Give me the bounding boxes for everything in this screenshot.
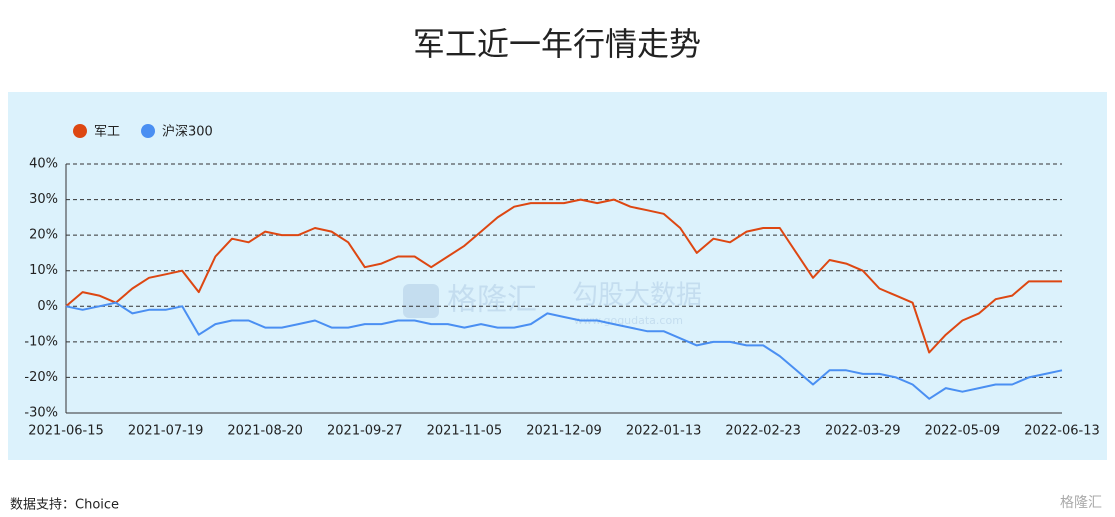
y-tick-label: -30% <box>24 406 58 421</box>
y-tick-label: 10% <box>29 263 58 278</box>
watermark-product: 勾股大数据 <box>572 281 702 311</box>
x-tick-label: 2021-06-15 <box>28 424 104 439</box>
y-tick-label: 0% <box>37 299 58 314</box>
y-tick-label: 40% <box>29 157 58 172</box>
x-tick-label: 2022-06-13 <box>1024 424 1100 439</box>
x-tick-label: 2021-11-05 <box>427 424 503 439</box>
y-tick-label: -10% <box>24 334 58 349</box>
legend-label: 沪深300 <box>162 124 213 140</box>
x-tick-label: 2021-12-09 <box>526 424 602 439</box>
watermark: 格隆汇 勾股大数据 www.gogudata.com <box>403 281 702 327</box>
x-tick-label: 2021-09-27 <box>327 424 403 439</box>
y-tick-label: 20% <box>29 228 58 243</box>
legend-marker <box>141 124 156 138</box>
y-tick-label: -20% <box>24 370 58 385</box>
x-tick-label: 2021-07-19 <box>128 424 204 439</box>
x-tick-label: 2022-01-13 <box>626 424 702 439</box>
chart-panel <box>8 92 1107 460</box>
x-tick-label: 2022-02-23 <box>725 424 801 439</box>
legend-marker <box>73 124 87 138</box>
line-series <box>65 301 1063 400</box>
x-tick-label: 2022-05-09 <box>925 424 1001 439</box>
chart-title: 军工近一年行情走势 <box>413 25 701 63</box>
watermark-url: www.gogudata.com <box>574 314 683 327</box>
x-tick-label: 2022-03-29 <box>825 424 901 439</box>
y-tick-label: 30% <box>29 192 58 207</box>
legend-label: 军工 <box>94 125 120 140</box>
watermark-logo <box>403 284 439 318</box>
line-series <box>65 198 1062 354</box>
source: 数据支持：Choice <box>10 498 119 513</box>
x-tick-label: 2021-08-20 <box>227 424 303 439</box>
watermark-brand: 格隆汇 <box>447 283 537 318</box>
corner-logo: 格隆汇 <box>1060 495 1102 511</box>
